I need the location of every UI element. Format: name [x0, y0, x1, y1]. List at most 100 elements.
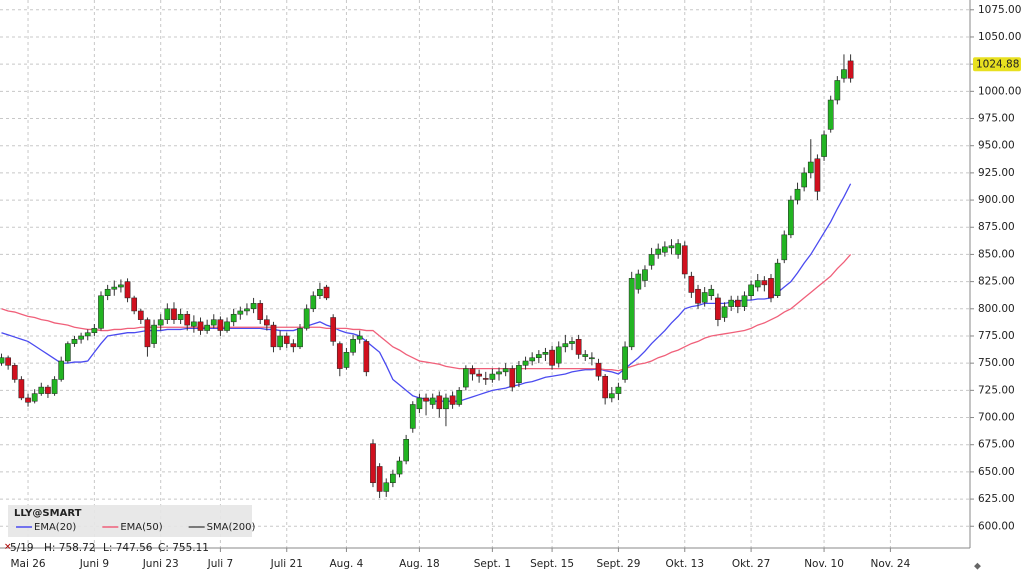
axis-labels: 600.00 625.00 650.00 675.00 700.00 725.00 750.…	[10, 4, 1021, 570]
y-tick-label: 825.00	[978, 276, 1015, 288]
candle-body	[18, 379, 25, 399]
candle-body	[827, 99, 834, 130]
candle-body	[602, 375, 609, 399]
candle-body	[721, 306, 728, 318]
candle-body	[277, 335, 283, 348]
candle-body	[734, 299, 741, 307]
candle-body	[409, 404, 416, 429]
candle-body	[191, 321, 197, 327]
candle-body	[257, 303, 264, 320]
candle-body	[701, 292, 708, 303]
candle-body	[297, 328, 303, 348]
candle-body	[270, 324, 277, 348]
x-tick-label: Sept. 29	[596, 558, 640, 570]
candle-body	[429, 397, 436, 405]
candle-body	[184, 313, 191, 326]
candle-body	[171, 308, 177, 320]
close-icon[interactable]: ✕	[4, 543, 12, 553]
candle-body	[728, 299, 735, 307]
candle-body	[323, 286, 330, 299]
candle-body	[436, 395, 443, 410]
candle-body	[370, 443, 376, 484]
candle-body	[781, 234, 788, 261]
candle-body	[376, 466, 383, 492]
candle-body	[622, 346, 628, 380]
candle-body	[84, 332, 91, 337]
y-tick-label: 625.00	[978, 493, 1015, 505]
candle-body	[675, 243, 681, 255]
y-tick-label: 650.00	[978, 466, 1015, 478]
candle-body	[423, 397, 429, 402]
candle-body	[595, 362, 602, 377]
candle-body	[144, 319, 151, 348]
candle-body	[462, 368, 469, 388]
candle-body	[715, 297, 721, 320]
indicator-line	[1, 254, 852, 372]
candle-body	[469, 368, 476, 375]
x-tick-label: Juni 9	[79, 558, 109, 570]
candle-body	[662, 246, 668, 253]
candle-body	[562, 343, 569, 348]
candle-body	[642, 269, 648, 281]
candle-body	[834, 80, 841, 101]
last-price-box	[973, 57, 1021, 72]
x-tick-label: Aug. 4	[330, 558, 364, 570]
candle-body	[330, 317, 337, 342]
candle-body	[814, 158, 821, 192]
candle-body	[244, 308, 250, 312]
candle-body	[38, 386, 45, 394]
candle-body	[91, 328, 98, 333]
candle-body	[5, 357, 11, 366]
legend-label: EMA(50)	[120, 522, 162, 533]
last-price-label: 1024.88	[976, 58, 1019, 70]
x-tick-label: Nov. 10	[804, 558, 844, 570]
candle-body	[210, 319, 217, 326]
y-tick-label: 900.00	[978, 194, 1015, 206]
y-tick-label: 700.00	[978, 412, 1015, 424]
candle-body	[396, 460, 403, 475]
candle-body	[124, 281, 131, 299]
candle-body	[363, 341, 370, 373]
candle-body	[754, 280, 761, 288]
info-low: L: 747.56	[103, 542, 153, 554]
scroll-icon[interactable]: ◆	[974, 562, 981, 572]
candle-body	[555, 346, 562, 364]
candle-body	[443, 397, 449, 410]
candle-body	[137, 310, 144, 320]
candle-body	[489, 373, 496, 380]
candle-body	[788, 199, 794, 236]
candle-body	[569, 341, 575, 344]
candle-body	[847, 60, 854, 79]
candle-body	[516, 365, 522, 383]
candle-body	[224, 321, 230, 331]
y-tick-label: 1050.00	[978, 31, 1021, 43]
candle-body	[111, 286, 118, 290]
candle-body	[78, 335, 84, 340]
candle-body	[71, 338, 78, 344]
candle-body	[695, 288, 701, 304]
candle-body	[774, 262, 781, 296]
legend-label: SMA(200)	[207, 522, 256, 533]
candle-body	[197, 321, 204, 331]
x-tick-label: Aug. 18	[399, 558, 440, 570]
candle-body	[648, 254, 655, 266]
candle-body	[801, 172, 808, 188]
candle-body	[157, 319, 164, 326]
candle-body	[768, 278, 774, 299]
y-tick-label: 800.00	[978, 303, 1015, 315]
candle-body	[456, 390, 463, 405]
y-tick-label: 750.00	[978, 357, 1015, 369]
candle-body	[549, 349, 555, 366]
candle-body	[482, 378, 489, 380]
y-tick-label: 925.00	[978, 167, 1015, 179]
candle-body	[390, 473, 396, 484]
y-tick-label: 1000.00	[978, 85, 1021, 97]
candle-body	[575, 338, 582, 355]
y-tick-label: 950.00	[978, 140, 1015, 152]
candle-body	[177, 313, 184, 320]
x-tick-label: Sept. 1	[474, 558, 511, 570]
candle-body	[821, 134, 827, 157]
candle-body	[708, 288, 715, 296]
info-date: 5/19	[10, 542, 34, 554]
